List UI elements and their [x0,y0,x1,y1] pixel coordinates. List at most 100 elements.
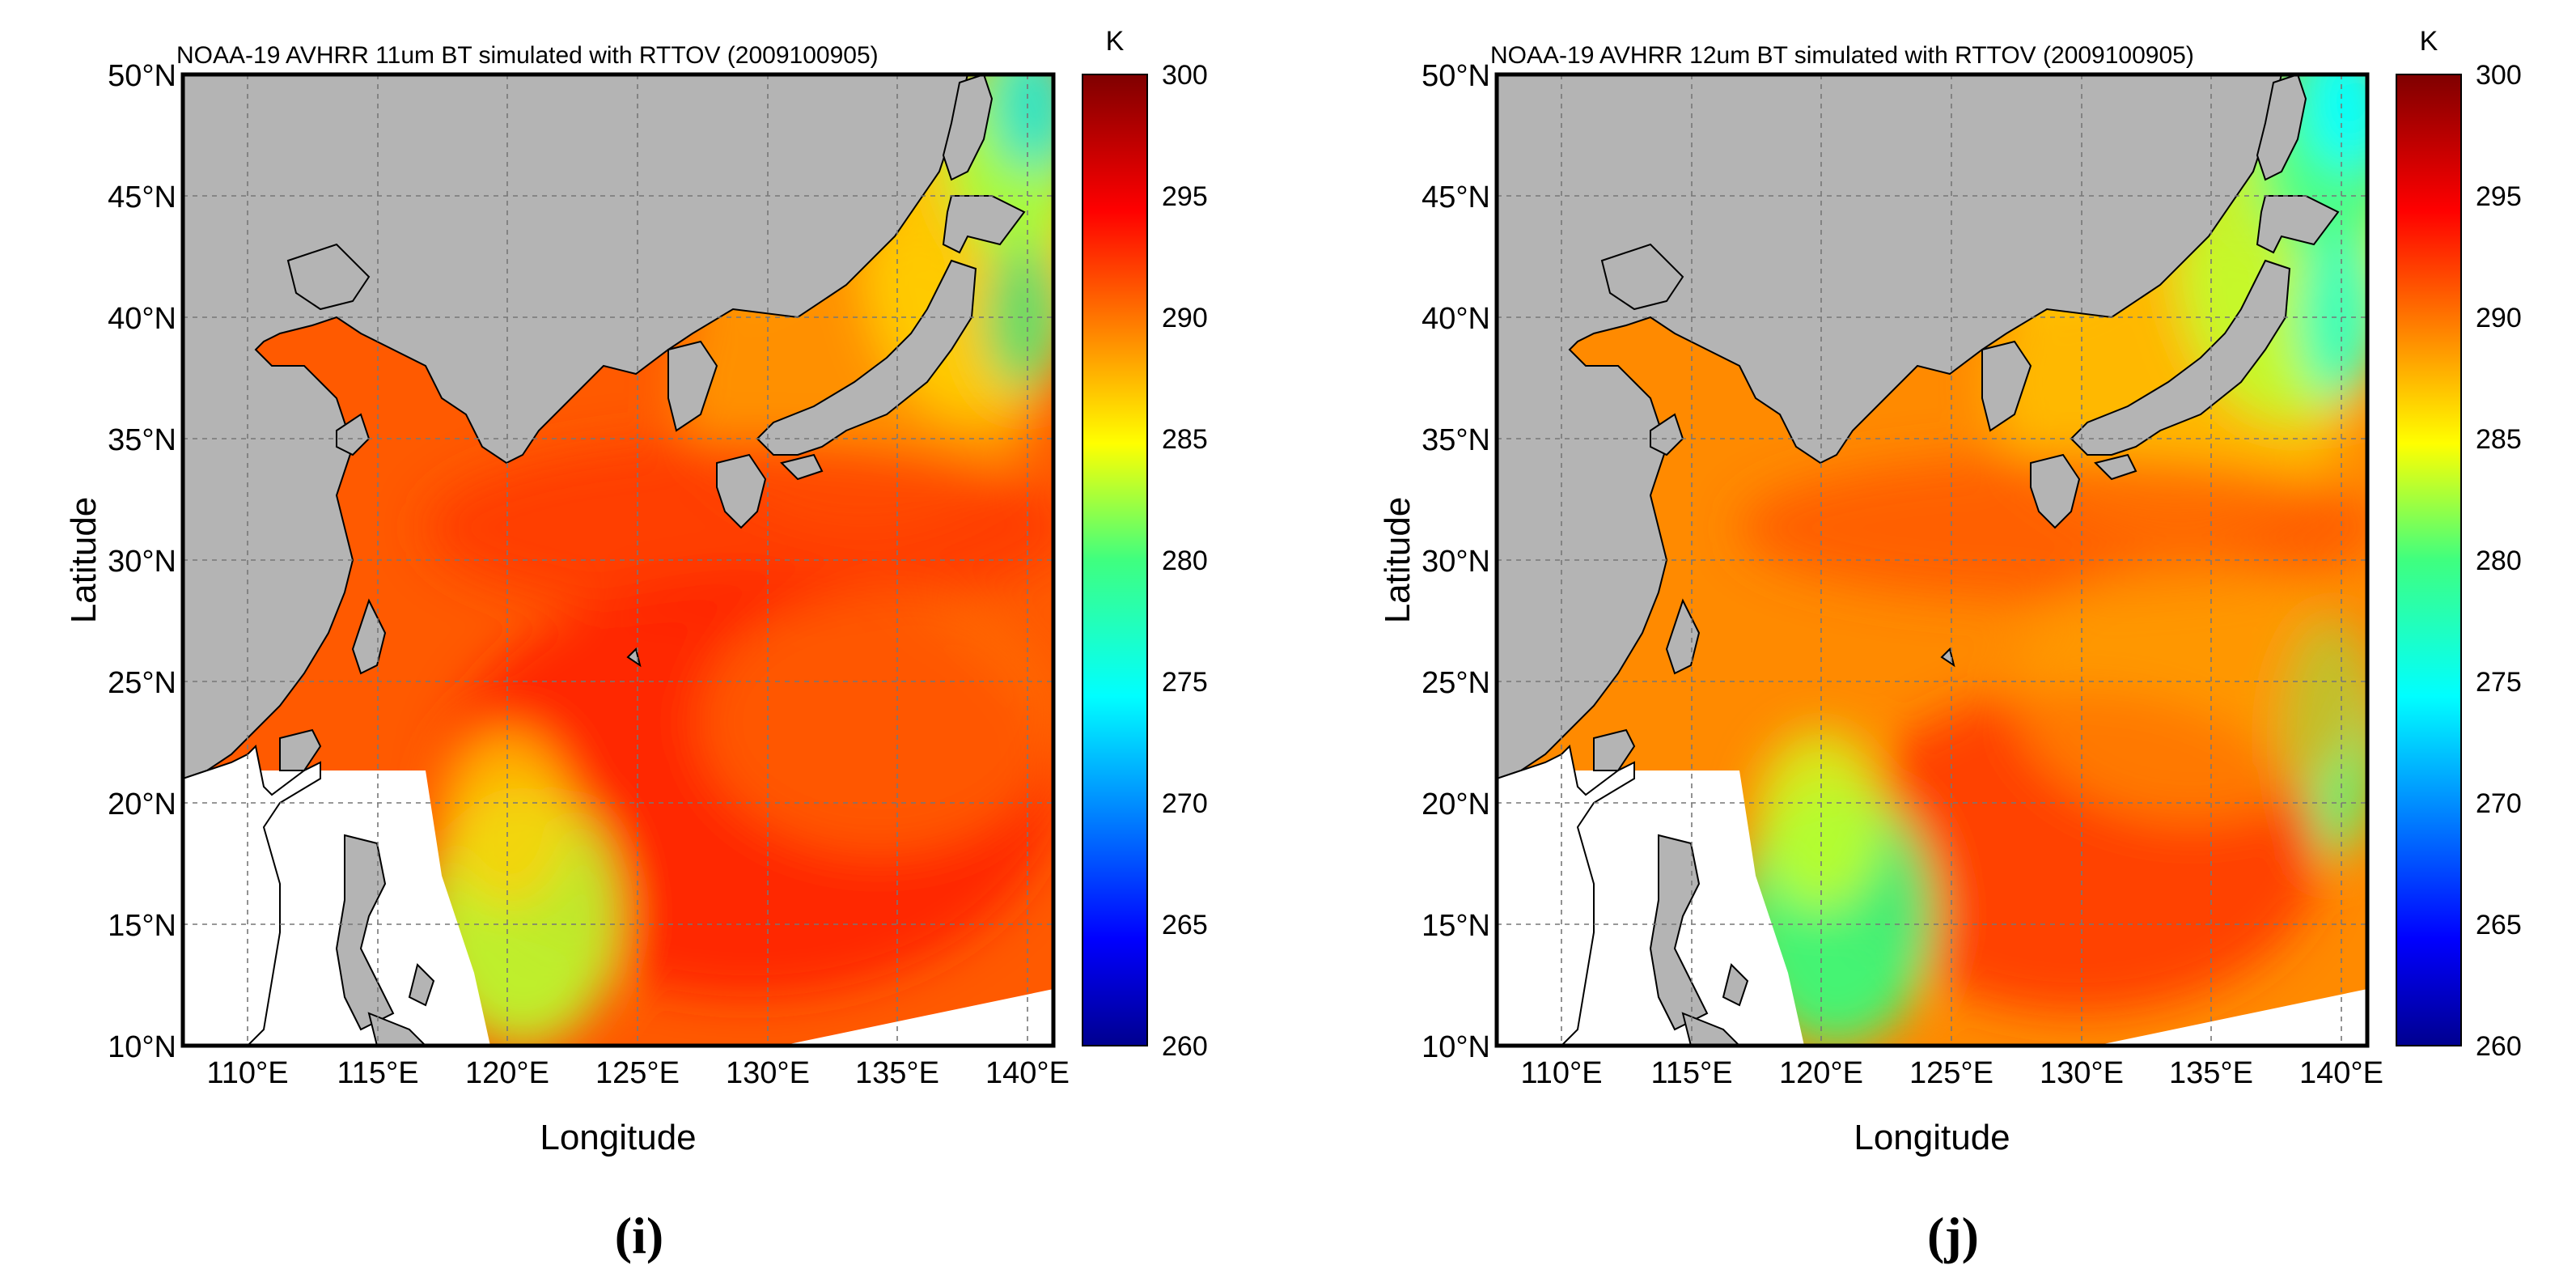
panel-j-colorbar-ticks: 300 295 290 285 280 275 270 265 260 [2476,60,2522,1062]
svg-text:265: 265 [1162,910,1208,940]
svg-text:140°E: 140°E [985,1056,1070,1090]
svg-text:115°E: 115°E [337,1056,418,1090]
panel-i-title: NOAA-19 AVHRR 11um BT simulated with RTT… [176,42,879,69]
svg-text:35°N: 35°N [1421,423,1490,457]
philippine-island [1722,963,1749,1007]
svg-text:20°N: 20°N [108,787,176,821]
panel-i-lat-ticks: 50°N 45°N 40°N 35°N 30°N 25°N 20°N 15°N … [108,59,176,1064]
svg-text:10°N: 10°N [108,1030,176,1064]
shandong [1650,413,1684,456]
svg-text:20°N: 20°N [1421,787,1490,821]
kyushu [2030,453,2081,529]
svg-text:120°E: 120°E [1779,1056,1863,1090]
shikoku [780,453,824,481]
svg-text:265: 265 [2476,910,2522,940]
philippine-island [408,963,435,1007]
honshu [756,259,977,456]
panel-i-lon-ticks: 110°E 115°E 120°E 125°E 130°E 135°E 140°… [206,1056,1070,1090]
svg-text:270: 270 [2476,788,2522,819]
svg-text:260: 260 [2476,1031,2522,1062]
panel-j-colorbar-unit: K [2420,26,2438,57]
svg-text:300: 300 [1162,60,1208,91]
svg-text:125°E: 125°E [1909,1056,1993,1090]
hainan [1593,728,1636,771]
panel-j-label: (j) [1927,1207,1979,1264]
panel-i-colorbar-scale [1082,74,1148,1046]
panel-j-title: NOAA-19 AVHRR 12um BT simulated with RTT… [1490,42,2194,69]
svg-text:25°N: 25°N [1421,666,1490,700]
svg-text:40°N: 40°N [1421,302,1490,336]
svg-text:130°E: 130°E [726,1056,810,1090]
southern-no-data-coast [183,744,321,1046]
hokkaido [942,195,1026,254]
svg-text:30°N: 30°N [108,545,176,579]
svg-text:110°E: 110°E [206,1056,288,1090]
land-masses [183,74,1026,1046]
asian-mainland [183,74,969,780]
sakhalin [2256,74,2307,181]
svg-text:45°N: 45°N [1421,180,1490,214]
korean-peninsula [667,340,718,432]
svg-text:110°E: 110°E [1520,1056,1602,1090]
panel-j-frame [1494,72,2370,1048]
panel-i-colorbar-unit: K [1106,26,1125,57]
svg-text:295: 295 [1162,181,1208,212]
svg-text:125°E: 125°E [595,1056,680,1090]
svg-text:135°E: 135°E [2169,1056,2253,1090]
shikoku [2094,453,2137,481]
shandong [336,413,371,456]
svg-text:120°E: 120°E [465,1056,549,1090]
panel-j-map: NOAA-19 AVHRR 12um BT simulated with RTT… [1378,26,2522,1264]
honshu [2070,259,2291,456]
luzon [1649,834,1709,1031]
svg-text:25°N: 25°N [108,666,176,700]
southern-no-data-coast [1497,744,1635,1046]
panel-i-ylabel: Latitude [64,497,104,624]
no-data-corner [782,989,1053,1046]
svg-text:290: 290 [1162,303,1208,333]
panel-j-map-area [1494,72,2370,1048]
panel-i-map: NOAA-19 AVHRR 11um BT simulated with RTT… [64,26,1208,1264]
svg-text:275: 275 [1162,667,1208,698]
land-masses [1497,74,2340,1046]
gridlines [1497,74,2367,1046]
svg-text:260: 260 [1162,1031,1208,1062]
svg-text:10°N: 10°N [1421,1030,1490,1064]
korean-peninsula [1981,340,2032,432]
panel-i-colorbar: K 300 295 290 285 280 275 270 265 260 [1082,26,1208,1062]
svg-text:270: 270 [1162,788,1208,819]
svg-text:285: 285 [1162,424,1208,455]
svg-text:115°E: 115°E [1650,1056,1732,1090]
asian-mainland [1497,74,2283,780]
svg-text:50°N: 50°N [108,59,176,93]
panel-j-colorbar-scale [2396,74,2462,1046]
panel-i-label: (i) [615,1207,663,1264]
svg-text:290: 290 [2476,303,2522,333]
panel-j-colorbar: K 300 295 290 285 280 275 270 265 260 [2396,26,2522,1062]
panel-j-xlabel: Longitude [1854,1118,2010,1157]
panel-i-frame [180,72,1056,1048]
svg-text:40°N: 40°N [108,302,176,336]
panel-j-lon-ticks: 110°E 115°E 120°E 125°E 130°E 135°E 140°… [1520,1056,2383,1090]
panel-i-xlabel: Longitude [540,1118,696,1157]
liaodong [1600,243,1684,311]
svg-text:135°E: 135°E [855,1056,939,1090]
taiwan [351,598,387,675]
liaodong [286,243,371,311]
svg-text:15°N: 15°N [108,909,176,943]
panel-i-map-area [180,72,1056,1048]
svg-text:275: 275 [2476,667,2522,698]
svg-text:45°N: 45°N [108,180,176,214]
panel-i-colorbar-ticks: 300 295 290 285 280 275 270 265 260 [1162,60,1208,1062]
svg-text:295: 295 [2476,181,2522,212]
panel-j-lat-ticks: 50°N 45°N 40°N 35°N 30°N 25°N 20°N 15°N … [1421,59,1490,1064]
kyushu [716,453,767,529]
svg-text:130°E: 130°E [2040,1056,2124,1090]
svg-text:140°E: 140°E [2299,1056,2383,1090]
svg-text:300: 300 [2476,60,2522,91]
svg-text:280: 280 [1162,545,1208,576]
visayas [1681,1012,1741,1046]
svg-text:30°N: 30°N [1421,545,1490,579]
svg-text:35°N: 35°N [108,423,176,457]
